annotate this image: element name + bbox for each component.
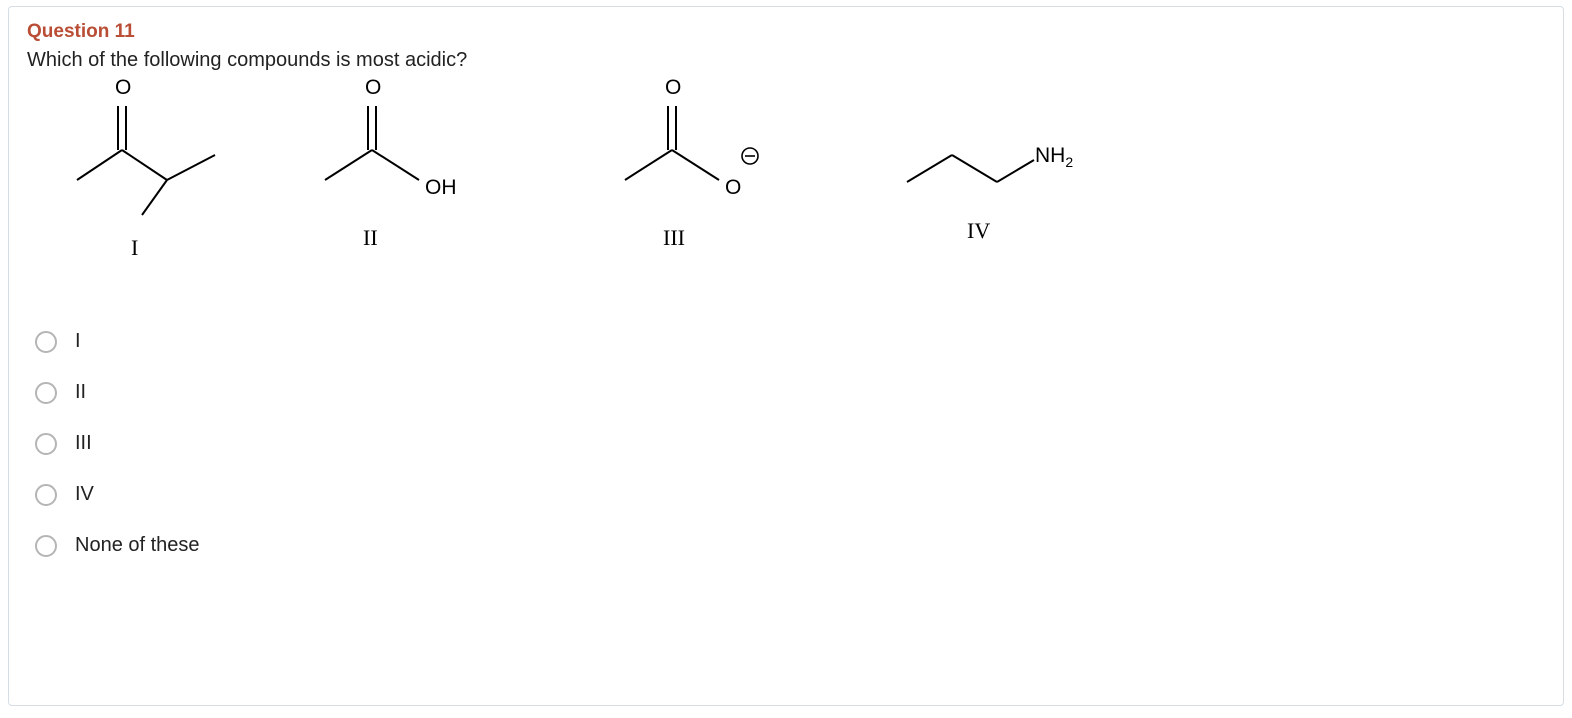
radio-icon[interactable] xyxy=(35,535,57,557)
option-row-5[interactable]: None of these xyxy=(35,534,1545,557)
structure-1-o-label: O xyxy=(115,76,131,100)
structure-3-o-side-label: O xyxy=(725,176,741,200)
radio-icon[interactable] xyxy=(35,433,57,455)
question-title: Question 11 xyxy=(27,21,1545,43)
structure-4-svg xyxy=(897,120,1087,240)
question-card: Question 11 Which of the following compo… xyxy=(8,6,1564,706)
structure-1-svg xyxy=(57,80,227,240)
structure-2-roman: II xyxy=(363,225,378,251)
structure-3-roman: III xyxy=(663,225,685,251)
option-label-2: II xyxy=(75,381,86,404)
structure-4: NH2 IV xyxy=(897,120,1087,245)
question-prompt: Which of the following compounds is most… xyxy=(27,49,1545,72)
option-label-4: IV xyxy=(75,483,94,506)
option-row-3[interactable]: III xyxy=(35,432,1545,455)
structure-3-svg xyxy=(607,80,787,240)
structure-1: O I xyxy=(57,80,227,245)
option-label-1: I xyxy=(75,330,81,353)
option-row-4[interactable]: IV xyxy=(35,483,1545,506)
option-label-3: III xyxy=(75,432,92,455)
structure-2: O OH II xyxy=(307,80,487,245)
radio-icon[interactable] xyxy=(35,331,57,353)
options-group: I II III IV None of these xyxy=(27,330,1545,557)
radio-icon[interactable] xyxy=(35,484,57,506)
structure-2-oh-label: OH xyxy=(425,176,457,200)
structure-4-roman: IV xyxy=(967,218,990,244)
structure-3-o-top-label: O xyxy=(665,76,681,100)
structure-1-roman: I xyxy=(131,235,138,261)
structure-2-o-label: O xyxy=(365,76,381,100)
structure-3: O O III xyxy=(607,80,787,245)
option-row-1[interactable]: I xyxy=(35,330,1545,353)
structure-4-nh2-label: NH2 xyxy=(1035,144,1073,170)
option-row-2[interactable]: II xyxy=(35,381,1545,404)
option-label-5: None of these xyxy=(75,534,200,557)
radio-icon[interactable] xyxy=(35,382,57,404)
structures-panel: O I O xyxy=(27,80,1545,290)
structure-2-svg xyxy=(307,80,487,240)
